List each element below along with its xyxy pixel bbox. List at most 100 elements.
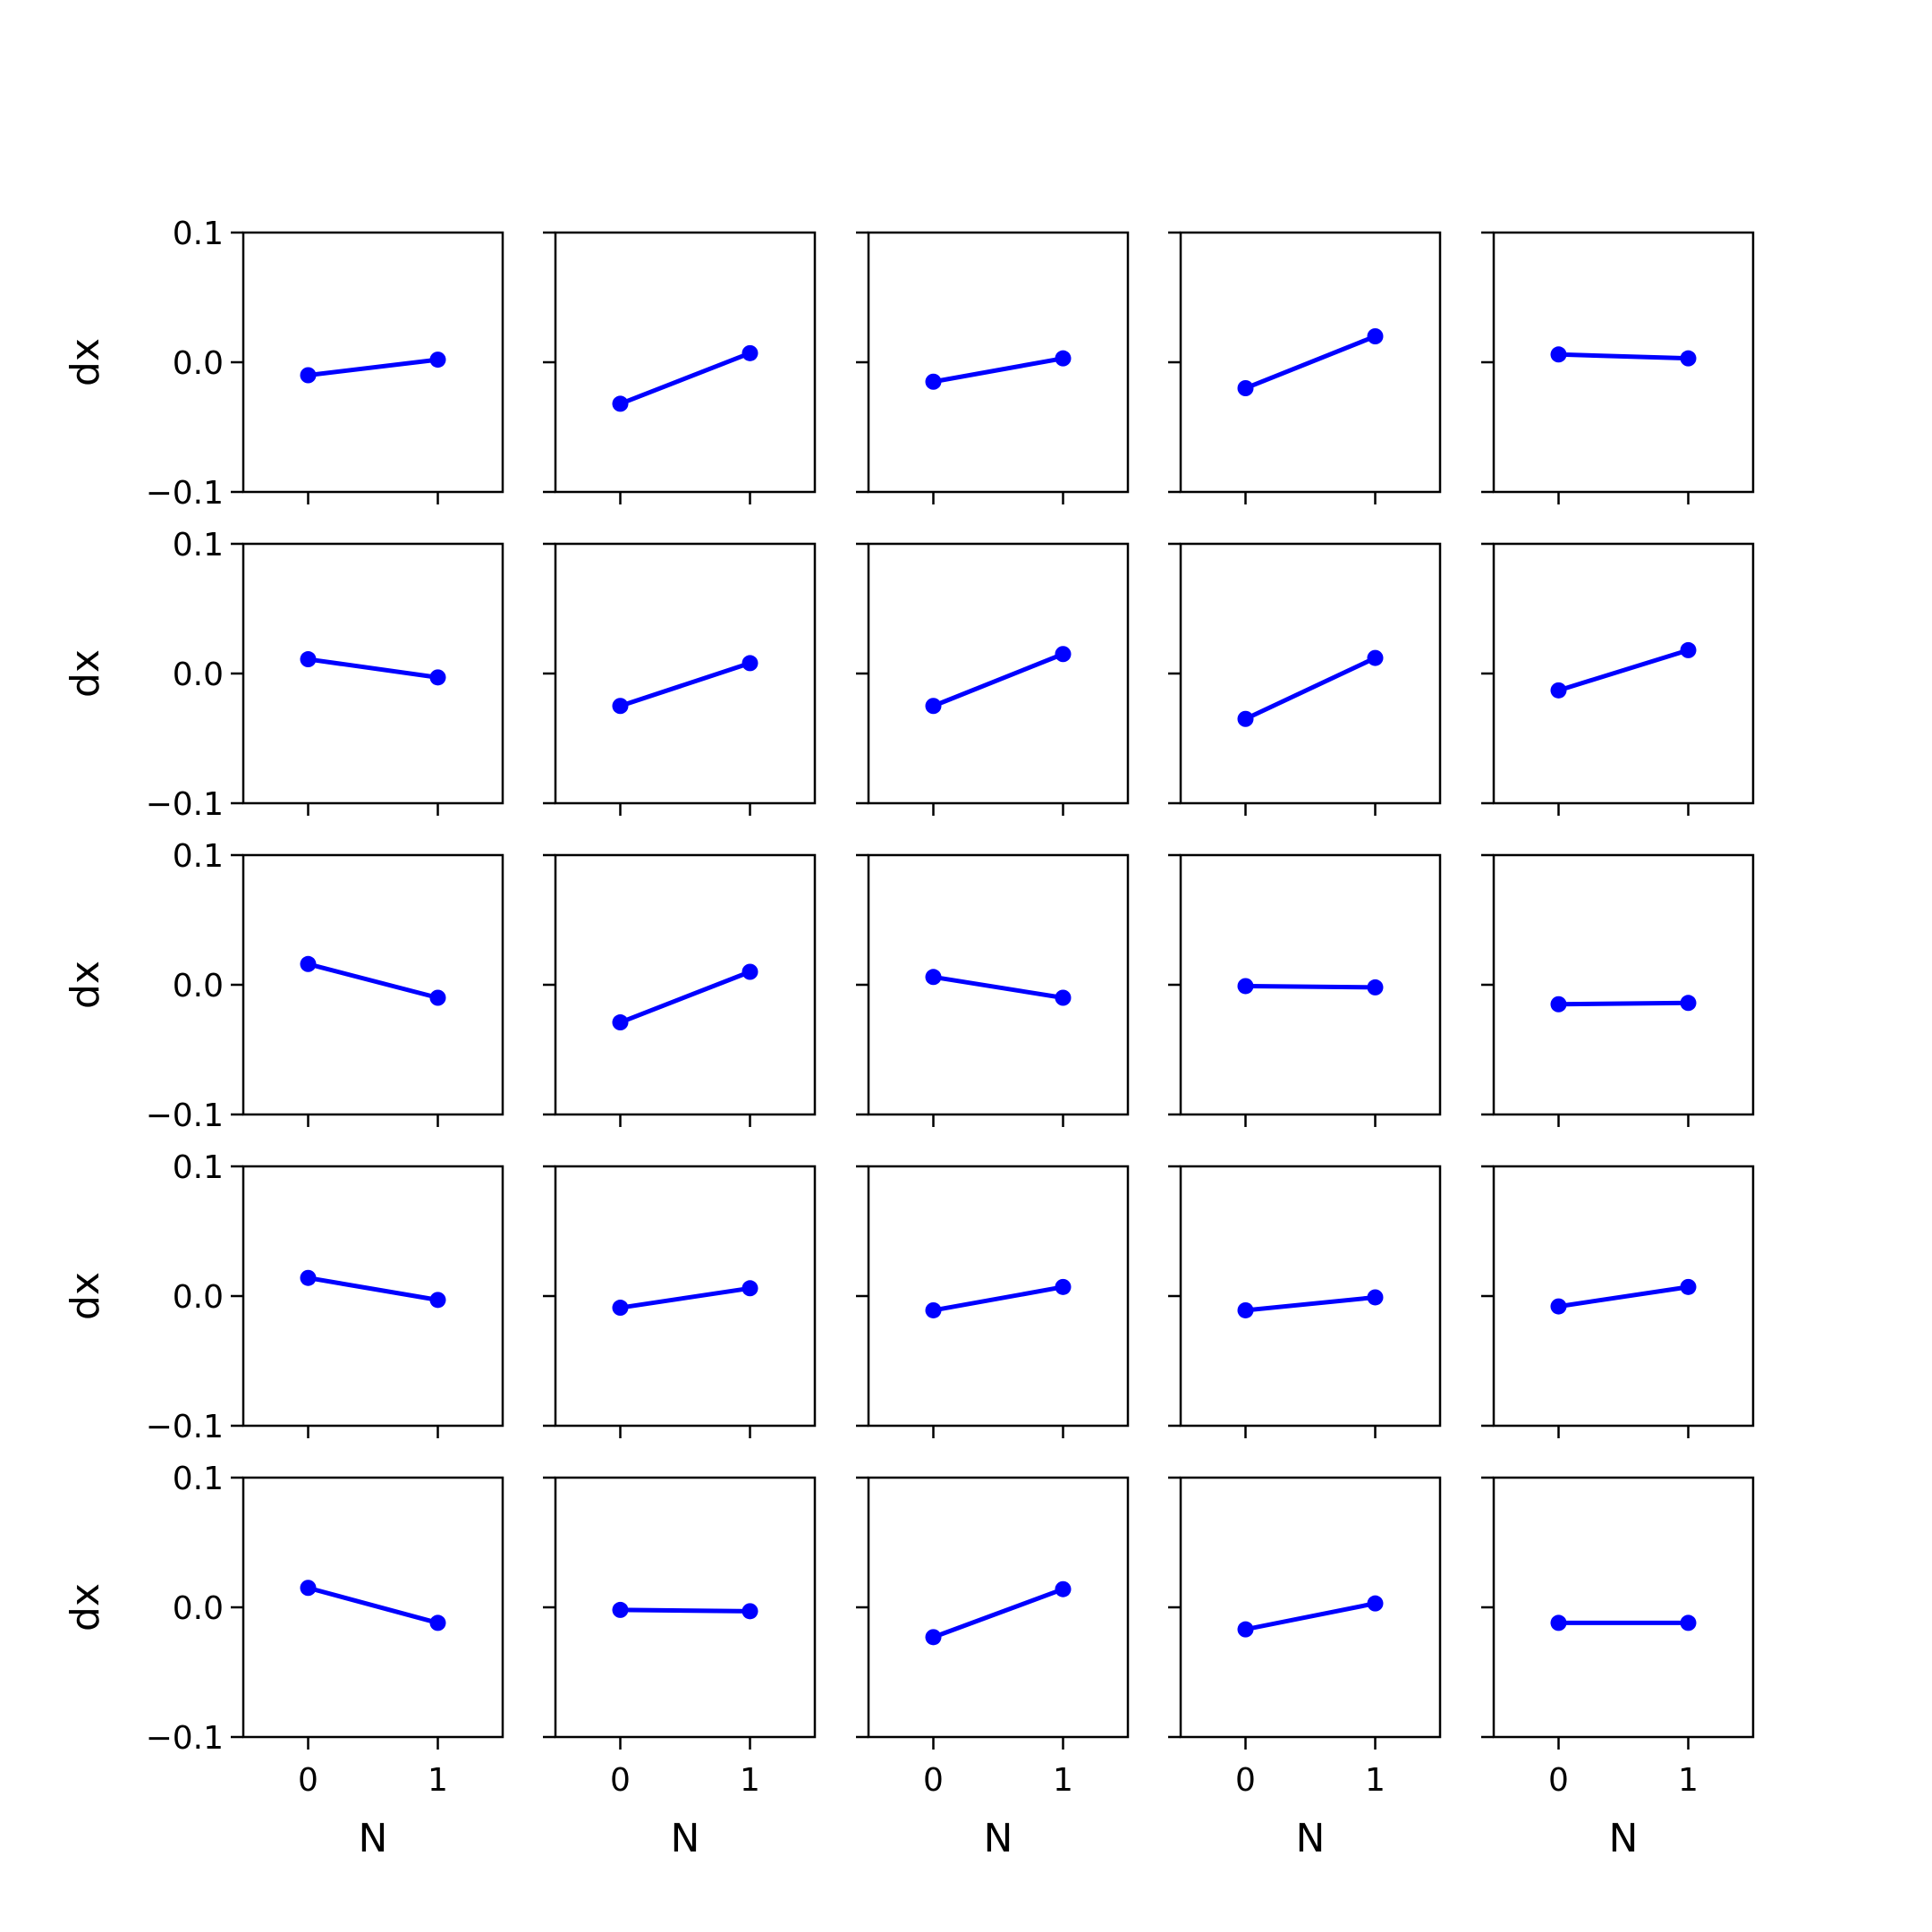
data-point	[612, 698, 629, 715]
data-point	[1367, 1289, 1384, 1306]
y-axis-label: dx	[63, 1583, 108, 1631]
subplot-r5-c1: 0.1 0.0 −0.1 0 1 dx N	[63, 1461, 504, 1861]
data-point	[741, 655, 758, 672]
data-point	[429, 669, 446, 686]
x-axis-label: N	[1296, 1816, 1326, 1861]
data-point	[612, 1300, 629, 1317]
data-point	[300, 955, 317, 972]
x-tick-label: 1	[1365, 1762, 1385, 1799]
data-point	[925, 698, 942, 715]
series-line	[1558, 352, 1689, 361]
subplot-grid: 0.10.0−0.1dx0.10.0−0.1dx0.10.0−0.1dx0.10…	[63, 216, 1755, 1861]
axes-frame	[1492, 231, 1755, 494]
data-point	[1680, 1278, 1697, 1295]
y-tick-label: 0.1	[173, 1461, 224, 1497]
axes-frame	[1179, 542, 1442, 805]
subplot-r5-c5: 0 1 N	[1481, 1476, 1755, 1861]
data-point	[300, 651, 317, 668]
data-point	[300, 367, 317, 384]
subplot-r5-c4: 0 1 N	[1168, 1476, 1442, 1861]
axes-frame	[242, 853, 504, 1116]
subplot-r2-c4	[1168, 542, 1442, 816]
series-line	[933, 974, 1063, 1000]
x-tick-label: 1	[1053, 1762, 1073, 1799]
axes-frame	[1492, 853, 1755, 1116]
subplot-r3-c5	[1481, 853, 1755, 1127]
series-line	[932, 651, 1064, 708]
subplot-r1-c4	[1168, 231, 1442, 504]
subplot-r4-c1: 0.1 0.0 −0.1 dx	[63, 1149, 504, 1445]
data-point	[429, 1614, 446, 1631]
subplot-r5-c2: 0 1 N	[543, 1476, 817, 1861]
y-tick-label: −0.1	[146, 475, 224, 512]
data-point	[925, 1629, 942, 1646]
data-point	[1055, 989, 1072, 1006]
data-point	[612, 1601, 629, 1618]
x-tick-label: 0	[610, 1762, 631, 1799]
data-point	[1680, 350, 1697, 367]
data-point	[1237, 978, 1254, 995]
axes-frame	[867, 231, 1130, 494]
data-point	[1550, 1614, 1567, 1631]
axes-frame	[867, 1165, 1130, 1428]
subplot-r3-c4	[1168, 853, 1442, 1127]
y-axis-label: dx	[63, 1272, 108, 1320]
y-tick-label: 0.1	[173, 527, 224, 564]
series-line	[933, 1284, 1063, 1313]
subplot-r2-c2	[543, 542, 817, 816]
y-tick-label: −0.1	[146, 1097, 224, 1134]
data-point	[1550, 996, 1567, 1013]
data-point	[1237, 710, 1254, 727]
series-line	[619, 970, 751, 1025]
y-tick-label: 0.1	[173, 1149, 224, 1186]
data-point	[1055, 1580, 1072, 1597]
data-point	[1055, 646, 1072, 663]
subplot-r3-c1: 0.1 0.0 −0.1 dx	[63, 838, 504, 1134]
data-point	[300, 1269, 317, 1286]
y-tick-label: 0.0	[173, 1279, 224, 1316]
data-point	[1367, 649, 1384, 666]
series-line	[1245, 983, 1376, 990]
axes-frame	[1492, 542, 1755, 805]
y-axis-label: dx	[63, 649, 108, 698]
y-tick-label: 0.0	[173, 657, 224, 693]
data-point	[1237, 1621, 1254, 1638]
axes-frame	[554, 231, 817, 494]
subplot-r1-c2	[543, 231, 817, 504]
series-line	[308, 1275, 438, 1302]
subplot-r1-c5	[1481, 231, 1755, 504]
series-line	[1244, 656, 1377, 722]
data-point	[429, 1292, 446, 1309]
data-point	[741, 963, 758, 980]
data-point	[612, 1014, 629, 1031]
axes-frame	[867, 1476, 1130, 1739]
series-line	[1558, 1000, 1689, 1007]
axes-frame	[1179, 1165, 1442, 1428]
x-tick-label: 1	[428, 1762, 448, 1799]
subplot-r2-c5	[1481, 542, 1755, 816]
subplot-r4-c3	[856, 1165, 1130, 1438]
data-point	[1367, 1595, 1384, 1612]
data-point	[1680, 641, 1697, 658]
series-line	[307, 962, 439, 1000]
subplot-r1-c3	[856, 231, 1130, 504]
axes-frame	[554, 1476, 817, 1739]
subplot-r3-c2	[543, 853, 817, 1127]
series-line	[932, 1587, 1064, 1640]
data-point	[1550, 1298, 1567, 1315]
series-line	[1558, 1284, 1689, 1309]
data-point	[1680, 995, 1697, 1012]
y-tick-label: 0.1	[173, 216, 224, 252]
data-point	[925, 373, 942, 390]
data-point	[1237, 380, 1254, 396]
data-point	[429, 989, 446, 1006]
axes-frame	[867, 542, 1130, 805]
y-axis-label: dx	[63, 338, 108, 386]
axes-frame	[242, 1165, 504, 1428]
data-point	[429, 352, 446, 369]
x-tick-label: 1	[740, 1762, 760, 1799]
data-point	[741, 1603, 758, 1620]
x-tick-label: 0	[298, 1762, 318, 1799]
x-tick-label: 0	[1548, 1762, 1569, 1799]
